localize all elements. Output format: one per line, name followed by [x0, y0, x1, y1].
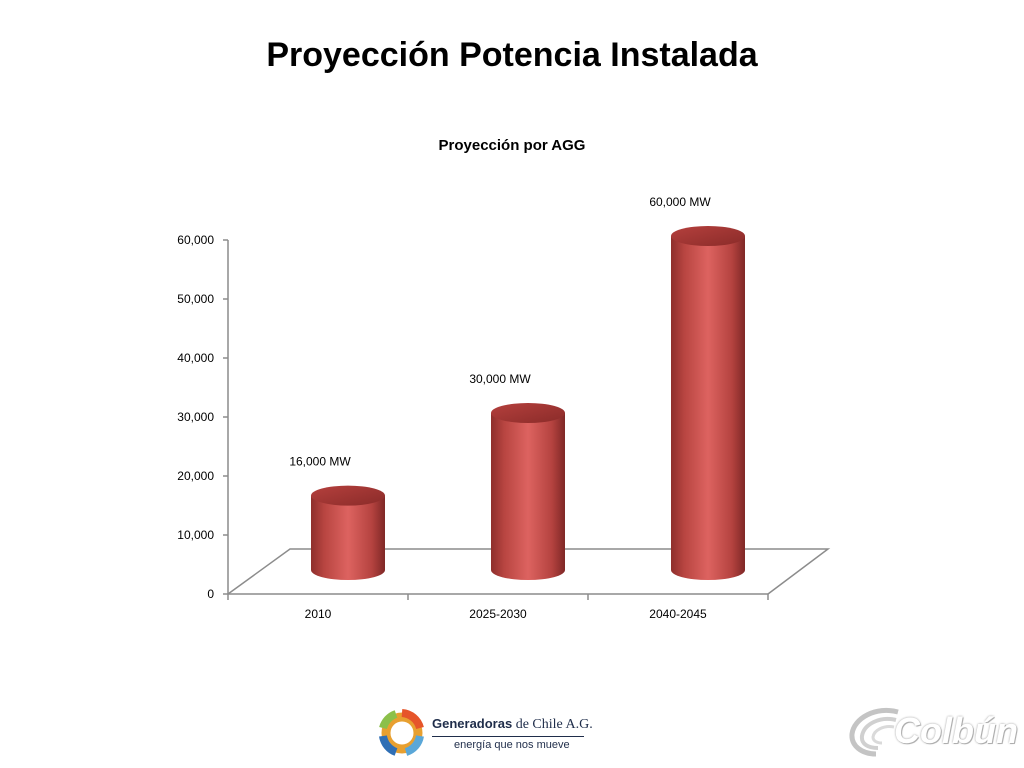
- colbun-logo: Colbún: [846, 700, 1018, 760]
- bar-top: [311, 485, 385, 506]
- bar-top: [671, 226, 745, 246]
- generadoras-name: Generadoras de Chile A.G.: [432, 716, 593, 733]
- bar-chart: Proyección por AGG 0 10,000 20,000 30,000 40…: [177, 137, 831, 621]
- slide-title: Proyección Potencia Instalada: [266, 36, 758, 74]
- y-tick-label: 30,000: [177, 410, 214, 424]
- generadoras-name-rest: de Chile A.G.: [512, 717, 593, 732]
- bar-cylinder: [491, 403, 565, 580]
- chart-title: Proyección por AGG: [439, 137, 586, 154]
- x-tick-label: 2040-2045: [649, 607, 707, 621]
- y-tick-label: 10,000: [177, 528, 214, 542]
- bar-cylinder: [311, 485, 385, 580]
- logo-divider: [432, 736, 584, 737]
- generadoras-name-bold: Generadoras: [432, 716, 513, 731]
- x-tick-label: 2010: [305, 607, 332, 621]
- y-tick-label: 50,000: [177, 292, 214, 306]
- generadoras-logo: Generadoras de Chile A.G. energía que no…: [374, 704, 594, 762]
- x-tick-label: 2025-2030: [469, 607, 527, 621]
- bar-data-label: 30,000 MW: [469, 372, 531, 386]
- bar-body: [491, 413, 565, 580]
- y-tick-label: 20,000: [177, 469, 214, 483]
- bar-cylinder: [671, 226, 745, 580]
- y-tick-label: 0: [207, 587, 214, 601]
- bar-data-label: 60,000 MW: [649, 195, 711, 209]
- bar-data-label: 16,000 MW: [289, 455, 351, 469]
- bar-body: [311, 495, 385, 580]
- colbun-wordmark: Colbún: [894, 710, 1018, 751]
- bar-body: [671, 236, 745, 580]
- generadoras-tagline: energía que nos mueve: [454, 739, 570, 751]
- generadoras-ring-logo-icon: [379, 709, 424, 756]
- colbun-swoosh-logo-icon: [849, 708, 899, 757]
- y-tick-label: 40,000: [177, 351, 214, 365]
- bar-top: [491, 403, 565, 423]
- y-tick-label: 60,000: [177, 233, 214, 247]
